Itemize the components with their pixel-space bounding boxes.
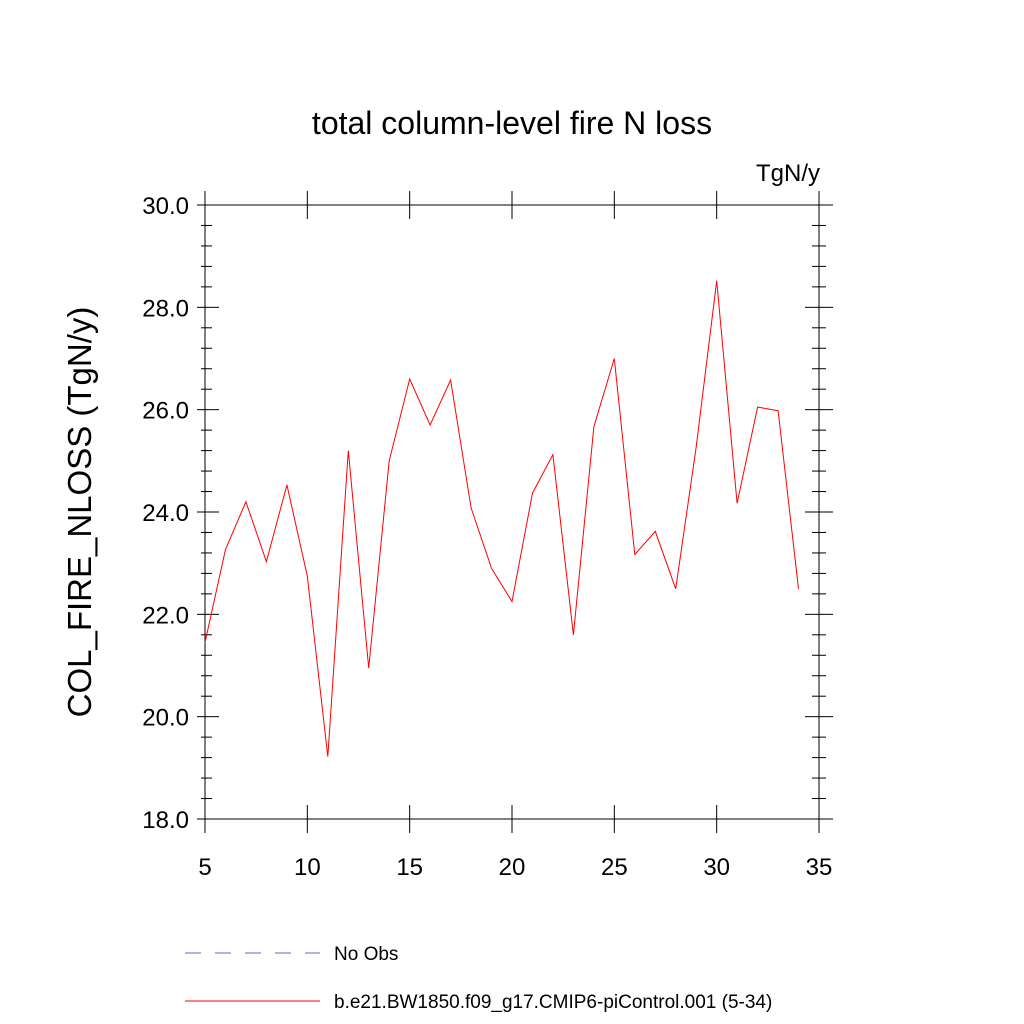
legend-label-no-obs: No Obs	[334, 944, 398, 965]
y-axis-label: COL_FIRE_NLOSS (TgN/y)	[61, 307, 98, 718]
units-label: TgN/y	[756, 160, 820, 187]
y-tick-label: 30.0	[142, 193, 189, 220]
y-tick-label: 22.0	[142, 602, 189, 629]
plot-frame	[204, 204, 820, 820]
y-tick-label: 18.0	[142, 807, 189, 834]
series-layer	[204, 280, 799, 757]
x-tick-labels: 5 10 15 20 25 30 35	[198, 854, 832, 881]
legend-label-picontrol: b.e21.BW1850.f09_g17.CMIP6-piControl.001…	[334, 992, 772, 1013]
x-tick-label: 15	[396, 854, 423, 881]
x-tick-label: 5	[198, 854, 211, 881]
y-tick-label: 24.0	[142, 500, 189, 527]
x-tick-label: 25	[601, 854, 628, 881]
y-tick-labels: 18.0 20.0 22.0 24.0 26.0 28.0 30.0	[142, 193, 189, 834]
x-tick-label: 20	[499, 854, 526, 881]
y-tick-label: 20.0	[142, 705, 189, 732]
x-tick-label: 10	[294, 854, 321, 881]
y-tick-label: 26.0	[142, 398, 189, 425]
y-tick-label: 28.0	[142, 295, 189, 322]
chart-title: total column-level fire N loss	[312, 105, 712, 141]
x-tick-label: 30	[703, 854, 730, 881]
axis-ticks	[197, 191, 833, 833]
series-line	[204, 280, 799, 757]
x-tick-label: 35	[806, 854, 833, 881]
legend: No Obs b.e21.BW1850.f09_g17.CMIP6-piCont…	[185, 944, 772, 1013]
